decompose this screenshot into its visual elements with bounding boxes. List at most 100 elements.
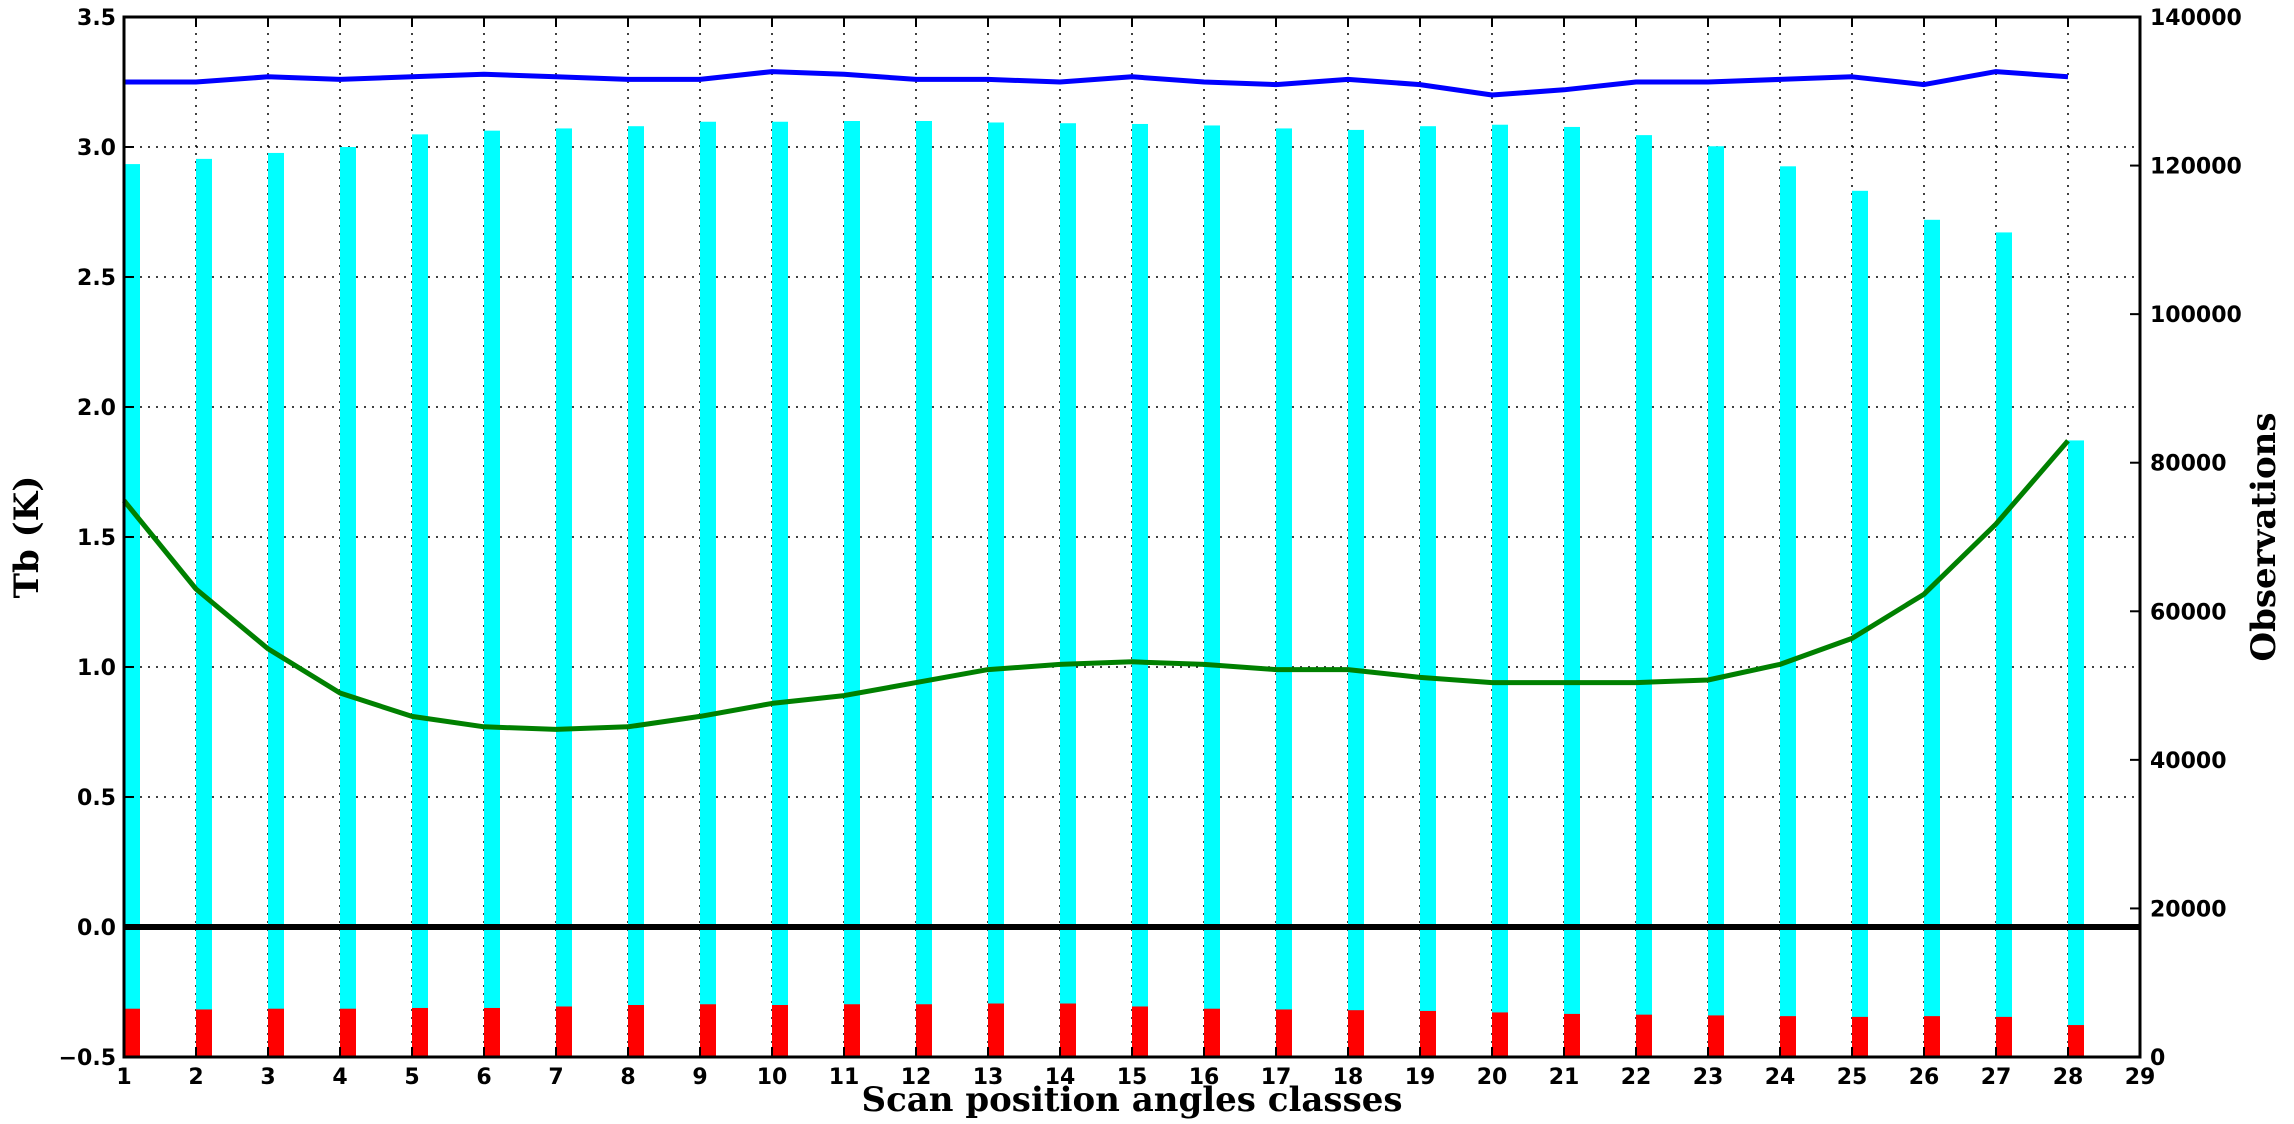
x-tick-label: 25 <box>1837 1065 1868 1090</box>
bar-subset-12 <box>916 1004 932 1057</box>
x-axis-title: Scan position angles classes <box>862 1080 1403 1120</box>
bar-subset-11 <box>844 1004 860 1057</box>
bar-subset-2 <box>196 1009 212 1057</box>
bar-total-13 <box>988 122 1004 1057</box>
bar-total-16 <box>1204 125 1220 1057</box>
bar-total-26 <box>1924 219 1940 1058</box>
bar-total-8 <box>628 126 644 1057</box>
y-right-tick-label: 20000 <box>2150 897 2227 922</box>
bar-subset-27 <box>1996 1016 2012 1057</box>
x-tick-label: 22 <box>1621 1065 1652 1090</box>
bar-total-21 <box>1564 126 1580 1057</box>
y-left-tick-label: 2.5 <box>77 266 116 291</box>
bar-total-5 <box>412 134 428 1057</box>
x-tick-label: 20 <box>1477 1065 1508 1090</box>
bar-total-27 <box>1996 232 2012 1057</box>
bar-subset-7 <box>556 1006 572 1057</box>
bar-total-2 <box>196 158 212 1057</box>
bar-subset-28 <box>2068 1025 2084 1057</box>
bar-subset-6 <box>484 1007 500 1057</box>
bar-subset-1 <box>124 1008 140 1057</box>
bar-total-7 <box>556 128 572 1057</box>
series-line-2 <box>122 439 2070 732</box>
bar-total-17 <box>1276 128 1292 1057</box>
bar-total-19 <box>1420 126 1436 1057</box>
y-right-tick-label: 60000 <box>2150 600 2227 625</box>
lines-layer <box>122 69 2140 930</box>
x-tick-label: 15 <box>1117 1065 1148 1090</box>
bar-subset-19 <box>1420 1010 1436 1057</box>
x-tick-label: 7 <box>548 1065 563 1090</box>
bar-total-6 <box>484 130 500 1057</box>
bar-subset-22 <box>1636 1014 1652 1057</box>
x-tick-label: 4 <box>332 1065 347 1090</box>
bar-total-3 <box>268 152 284 1057</box>
bar-subset-9 <box>700 1004 716 1057</box>
y-right-tick-label: 100000 <box>2150 303 2242 328</box>
bar-total-20 <box>1492 124 1508 1057</box>
bar-subset-18 <box>1348 1010 1364 1057</box>
bar-subset-24 <box>1780 1016 1796 1057</box>
y-left-tick-label: −0.5 <box>59 1046 116 1071</box>
bar-total-18 <box>1348 129 1364 1057</box>
x-tick-label: 26 <box>1909 1065 1940 1090</box>
y-axis-left-title: Tb (K) <box>7 476 47 599</box>
bar-total-15 <box>1132 123 1148 1057</box>
bar-subset-8 <box>628 1005 644 1057</box>
x-tick-label: 6 <box>476 1065 491 1090</box>
bar-subset-14 <box>1060 1003 1076 1057</box>
bar-subset-21 <box>1564 1013 1580 1057</box>
x-tick-label: 5 <box>404 1065 419 1090</box>
y-left-tick-label: 0.0 <box>77 916 116 941</box>
bar-subset-15 <box>1132 1006 1148 1057</box>
ticks-layer: 1 2 3 4 5 6 7 8 9 10 11 12 13 14 15 16 17 18 19 20 21 22 23 24 2… <box>59 6 2242 1090</box>
bar-subset-26 <box>1924 1016 1940 1057</box>
x-tick-label: 18 <box>1333 1065 1364 1090</box>
bar-total-25 <box>1852 190 1868 1058</box>
bar-subset-16 <box>1204 1008 1220 1057</box>
y-left-tick-label: 3.0 <box>77 136 116 161</box>
x-tick-label: 12 <box>901 1065 932 1090</box>
bar-subset-23 <box>1708 1015 1724 1057</box>
x-tick-label: 14 <box>1045 1065 1076 1090</box>
bar-subset-10 <box>772 1005 788 1057</box>
bar-subset-17 <box>1276 1009 1292 1057</box>
y-left-tick-label: 1.0 <box>77 656 116 681</box>
x-tick-label: 10 <box>757 1065 788 1090</box>
bar-total-23 <box>1708 146 1724 1057</box>
bar-total-24 <box>1780 166 1796 1058</box>
bar-subset-25 <box>1852 1016 1868 1057</box>
bar-subset-5 <box>412 1007 428 1057</box>
y-axis-right-title: Observations <box>2244 412 2284 661</box>
x-tick-label: 23 <box>1693 1065 1724 1090</box>
x-tick-label: 17 <box>1261 1065 1292 1090</box>
x-tick-label: 21 <box>1549 1065 1580 1090</box>
bar-total-11 <box>844 121 860 1057</box>
x-tick-label: 13 <box>973 1065 1004 1090</box>
x-tick-label: 28 <box>2053 1065 2084 1090</box>
bars-layer <box>124 121 2084 1058</box>
y-right-tick-label: 120000 <box>2150 155 2242 180</box>
bar-subset-13 <box>988 1003 1004 1057</box>
bar-total-1 <box>124 164 140 1058</box>
y-right-tick-label: 0 <box>2150 1046 2165 1071</box>
bar-total-4 <box>340 147 356 1057</box>
y-right-tick-label: 140000 <box>2150 6 2242 31</box>
bar-subset-20 <box>1492 1012 1508 1057</box>
y-left-tick-label: 0.5 <box>77 786 116 811</box>
bar-total-9 <box>700 121 716 1057</box>
x-tick-label: 24 <box>1765 1065 1796 1090</box>
x-tick-label: 3 <box>260 1065 275 1090</box>
x-tick-label: 11 <box>829 1065 860 1090</box>
x-tick-label: 8 <box>620 1065 635 1090</box>
x-tick-label: 9 <box>692 1065 707 1090</box>
y-left-tick-label: 1.5 <box>77 526 116 551</box>
x-tick-label: 1 <box>116 1065 131 1090</box>
bar-total-22 <box>1636 135 1652 1058</box>
x-tick-label: 19 <box>1405 1065 1436 1090</box>
y-left-tick-label: 3.5 <box>77 6 116 31</box>
y-right-tick-label: 40000 <box>2150 749 2227 774</box>
x-tick-label: 27 <box>1981 1065 2012 1090</box>
bar-total-10 <box>772 121 788 1057</box>
